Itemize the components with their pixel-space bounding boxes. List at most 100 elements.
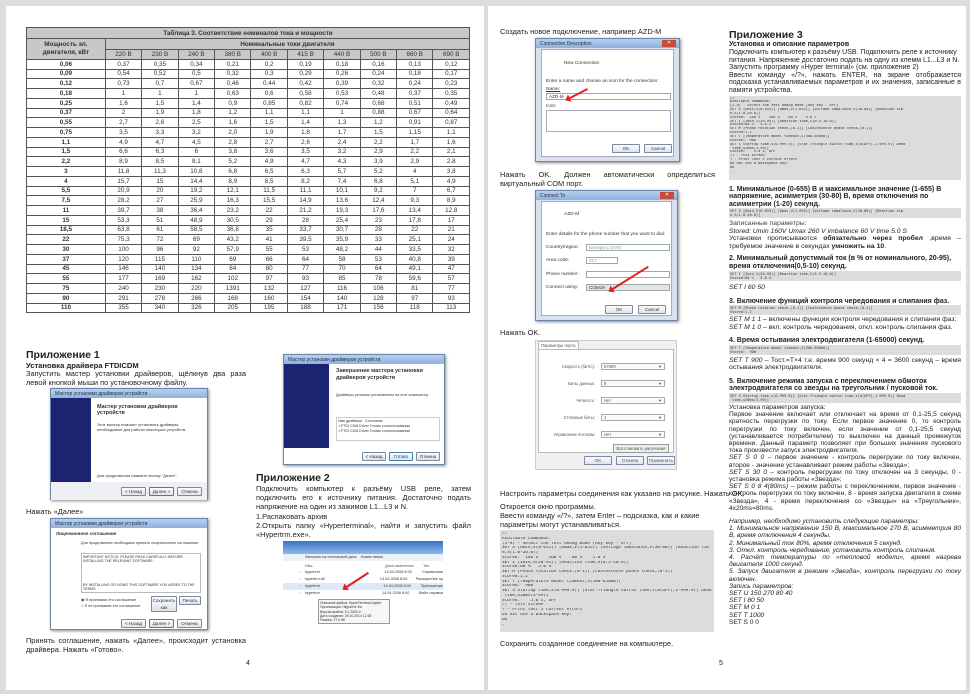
col-date[interactable]: Дата изменения	[385, 564, 414, 568]
current-cell: 0,13	[396, 58, 434, 70]
icon-list[interactable]	[546, 110, 671, 132]
current-cell: 20,9	[104, 185, 143, 197]
file-row[interactable]: ▪ hypertrm 14.04.2008 8:00 Файл справки	[283, 590, 443, 597]
power-cell: 45	[26, 263, 106, 275]
file-row[interactable]: ▪ hypertrm 14.04.2008 8:00 Справочник	[283, 569, 443, 576]
close-icon[interactable]: ✕	[662, 40, 676, 47]
terminal-line: Stored: 900	[730, 138, 756, 142]
driver-status: Готово к использованию	[369, 424, 411, 428]
ok-button[interactable]: OK	[584, 456, 612, 465]
current-cell: 1,6	[214, 117, 252, 128]
tab-port-settings[interactable]: Параметры порта	[538, 341, 579, 349]
example-list: 1. Минимальное напряжение 150 В, максима…	[729, 525, 961, 583]
name-input[interactable]: AZD-M	[546, 93, 671, 100]
back-button[interactable]: < Назад	[121, 619, 146, 628]
power-cell: 0,75	[26, 127, 106, 138]
back-button[interactable]: < Назад	[362, 452, 386, 461]
power-cell: 0,06	[26, 58, 106, 70]
current-cell: 2,9	[359, 146, 398, 158]
burn-button[interactable]: Записать на оптический диск	[305, 555, 357, 559]
current-cell: 38	[141, 205, 179, 216]
current-cell: 16,3	[214, 195, 252, 206]
file-row[interactable]: ▪ hypertrm.dll 14.04.2008 8:00 Расширение п…	[283, 576, 443, 583]
s5-opt2: SET S 30 0 – контроль перегрузки по току…	[729, 469, 961, 483]
cancel-button[interactable]: Cancel	[638, 305, 666, 314]
speed-value: 57600	[604, 364, 616, 369]
print-button[interactable]: Печать	[179, 596, 201, 605]
terminal-line: SET I [Imin,%(20-95)] [Reaction time,S(0…	[730, 119, 837, 123]
terminal-line: OK	[730, 165, 735, 169]
ok-button[interactable]: OK	[612, 144, 640, 153]
apply-button[interactable]: Применить	[647, 456, 675, 465]
cancel-button[interactable]: Отмена	[177, 619, 202, 628]
next-button[interactable]: Далее >	[149, 487, 174, 496]
stop-select[interactable]: 1 ▼	[601, 414, 665, 421]
current-cell: 0,2	[250, 58, 288, 70]
table-row: 45 146 140 134 84 80 77 70 64 49,1 47	[26, 263, 470, 275]
power-cell: 4	[26, 175, 106, 187]
cancel-button[interactable]: Cancel	[644, 144, 672, 153]
current-cell: 3,9	[359, 156, 398, 167]
parity-select[interactable]: Нет ▼	[601, 397, 665, 404]
current-cell: 340	[141, 302, 179, 314]
new-folder-button[interactable]: Новая папка	[360, 555, 383, 559]
file-row[interactable]: ▪ hypertrm 14.04.2008 8:00 Приложение	[283, 583, 443, 590]
wizard-body: Этот мастер поможет установить драйверы,…	[97, 422, 187, 432]
accept-radio[interactable]: ◉ Я принимаю это соглашение	[81, 598, 137, 602]
current-cell: 8,9	[214, 175, 252, 187]
current-cell: 355	[104, 302, 143, 314]
ok-button[interactable]: OK	[605, 305, 633, 314]
power-cell: 55	[26, 273, 106, 284]
close-icon[interactable]: ✕	[660, 192, 674, 199]
country-select[interactable]: Беларусь (375)	[586, 244, 670, 251]
connection-description-dialog: Connection Description ✕ New Connection E…	[535, 38, 680, 162]
current-cell: 4,9	[104, 136, 143, 148]
connect-using-select[interactable]: COM19	[586, 284, 670, 291]
flow-value: Нет	[604, 432, 612, 437]
current-cell: 58	[323, 253, 361, 265]
terminal-line: e,S(1.0-20.0)]	[502, 551, 539, 555]
finish-button[interactable]: Готово	[389, 452, 413, 461]
col-driver: Имя драйвера	[338, 419, 362, 423]
s4-code: SET T [Temperature model timeout,S(500-6…	[729, 344, 961, 355]
example-item: 2. Минимальный ток 80%, время отключения…	[729, 539, 902, 547]
power-cell: 2,2	[26, 156, 106, 167]
current-cell: 10,8	[177, 166, 216, 177]
next-button[interactable]: Далее >	[149, 619, 174, 628]
current-cell: 32	[432, 244, 470, 255]
current-cell: 49,1	[396, 263, 434, 275]
code-line: Stored: 900	[730, 349, 756, 354]
back-button[interactable]: < Назад	[121, 487, 146, 496]
license-text[interactable]: IMPORTANT NOTICE: PLEASE READ CAREFULLY …	[81, 553, 201, 593]
current-cell: 0,37	[396, 88, 434, 99]
cancel-button[interactable]: Отмена	[177, 487, 202, 496]
note-bold: обязательно через пробел	[823, 235, 923, 243]
current-cell: 0,39	[323, 78, 361, 89]
example-item: 4. Расчёт температуры по «тепловой модел…	[729, 553, 961, 569]
appendix-3: Приложение 3 Установка и описание параме…	[729, 29, 961, 626]
flow-select[interactable]: Нет ▼	[601, 431, 665, 438]
s5-opt3: SET S 0 8 4(80ms) – режим работы с перек…	[729, 483, 961, 512]
cancel-button[interactable]: Отмена	[416, 452, 440, 461]
name-label: Name:	[546, 87, 561, 92]
cancel-button[interactable]: Отмена	[616, 456, 644, 465]
save-as-button[interactable]: Сохранить как	[151, 596, 177, 612]
col-name[interactable]: Имя	[305, 564, 313, 568]
speed-select[interactable]: 57600 ▼	[601, 363, 665, 370]
table-title: Таблица 3. Соответствие номиналов тока и…	[26, 27, 470, 39]
table-row: 90 291 278 266 168 160 154 140 128 97 93	[26, 292, 470, 304]
table-row: 75 240 230 220 1391 132 127 116 106 81 77	[26, 283, 470, 294]
bits-select[interactable]: 8 ▼	[601, 380, 665, 387]
current-cell: 1,9	[250, 127, 288, 138]
restore-defaults-button[interactable]: Восстановить умолчания	[613, 444, 669, 453]
file-type: Расширение пр	[415, 577, 443, 581]
tooltip-line: Версия файла: 5.1.2600.0	[320, 609, 361, 614]
col-type[interactable]: Тип	[423, 564, 430, 568]
current-cell: 102	[214, 273, 252, 284]
table-row: 37 120 115 110 69 66 64 58 53 40,8 39	[26, 253, 470, 265]
current-cell: 1,1	[250, 107, 288, 119]
area-input[interactable]: 017	[586, 257, 618, 264]
decline-radio[interactable]: ○ Я не принимаю это соглашение	[81, 604, 141, 608]
wizard-banner	[284, 364, 329, 448]
app1-subtitle: Установка драйвера FTDICDM	[26, 361, 139, 370]
